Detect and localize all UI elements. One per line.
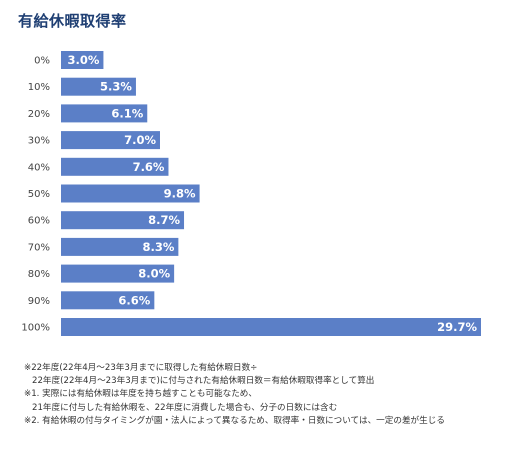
- bar: [61, 51, 104, 69]
- footnote-line: ※1. 実際には有給休暇は年度を持ち越すことも可能なため、: [24, 389, 257, 400]
- category-label: 40%: [28, 162, 50, 173]
- bar: [61, 264, 175, 283]
- bar: [61, 157, 169, 176]
- category-label: 100%: [21, 323, 50, 334]
- footnote-line: ※2. 有給休暇の付与タイミングが園・法人によって異なるため、取得率・日数につい…: [24, 415, 445, 426]
- category-label: 80%: [28, 269, 50, 280]
- bar: [61, 291, 155, 310]
- footnote-line: 22年度(22年4月～23年3月まで)に付与された有給休暇日数＝有給休暇取得率と…: [32, 376, 375, 387]
- value-label: 7.0%: [124, 133, 156, 147]
- bar: [61, 77, 136, 96]
- bar: [61, 104, 148, 123]
- category-label: 90%: [28, 296, 50, 307]
- value-label: 8.7%: [148, 213, 180, 227]
- value-label: 6.6%: [118, 293, 150, 307]
- value-label: 8.3%: [142, 240, 174, 254]
- category-label: 70%: [28, 242, 50, 253]
- chart-title: 有給休暇取得率: [18, 12, 127, 30]
- value-label: 7.6%: [133, 160, 165, 174]
- value-label: 29.7%: [437, 320, 477, 334]
- value-label: 5.3%: [100, 80, 132, 94]
- category-label: 10%: [28, 82, 50, 93]
- category-label: 20%: [28, 109, 50, 120]
- category-label: 0%: [34, 56, 50, 67]
- bar-chart: 0% 3.0% 10% 5.3% 20% 6.1% 30% 7.0% 40% 7.6% 50% 9.8…: [21, 51, 481, 336]
- value-label: 9.8%: [164, 187, 196, 201]
- footnotes: ※22年度(22年4月～23年3月までに取得した有給休暇日数÷ 22年度(22年…: [24, 362, 510, 428]
- category-label: 50%: [28, 189, 50, 200]
- bar: [61, 237, 179, 256]
- value-label: 6.1%: [111, 106, 143, 120]
- bar: [61, 318, 481, 336]
- value-label: 3.0%: [68, 53, 100, 67]
- category-label: 30%: [28, 136, 50, 147]
- bars-group: 0% 3.0% 10% 5.3% 20% 6.1% 30% 7.0% 40% 7.6% 50% 9.8…: [21, 51, 481, 336]
- bar: [61, 211, 185, 230]
- bar: [61, 184, 200, 203]
- bar: [61, 131, 160, 150]
- value-label: 8.0%: [138, 267, 170, 281]
- footnote-line: 21年度に付与した有給休暇を、22年度に消費した場合も、分子の日数には含む: [32, 402, 338, 413]
- category-label: 60%: [28, 216, 50, 227]
- footnote-line: ※22年度(22年4月～23年3月までに取得した有給休暇日数÷: [24, 363, 258, 373]
